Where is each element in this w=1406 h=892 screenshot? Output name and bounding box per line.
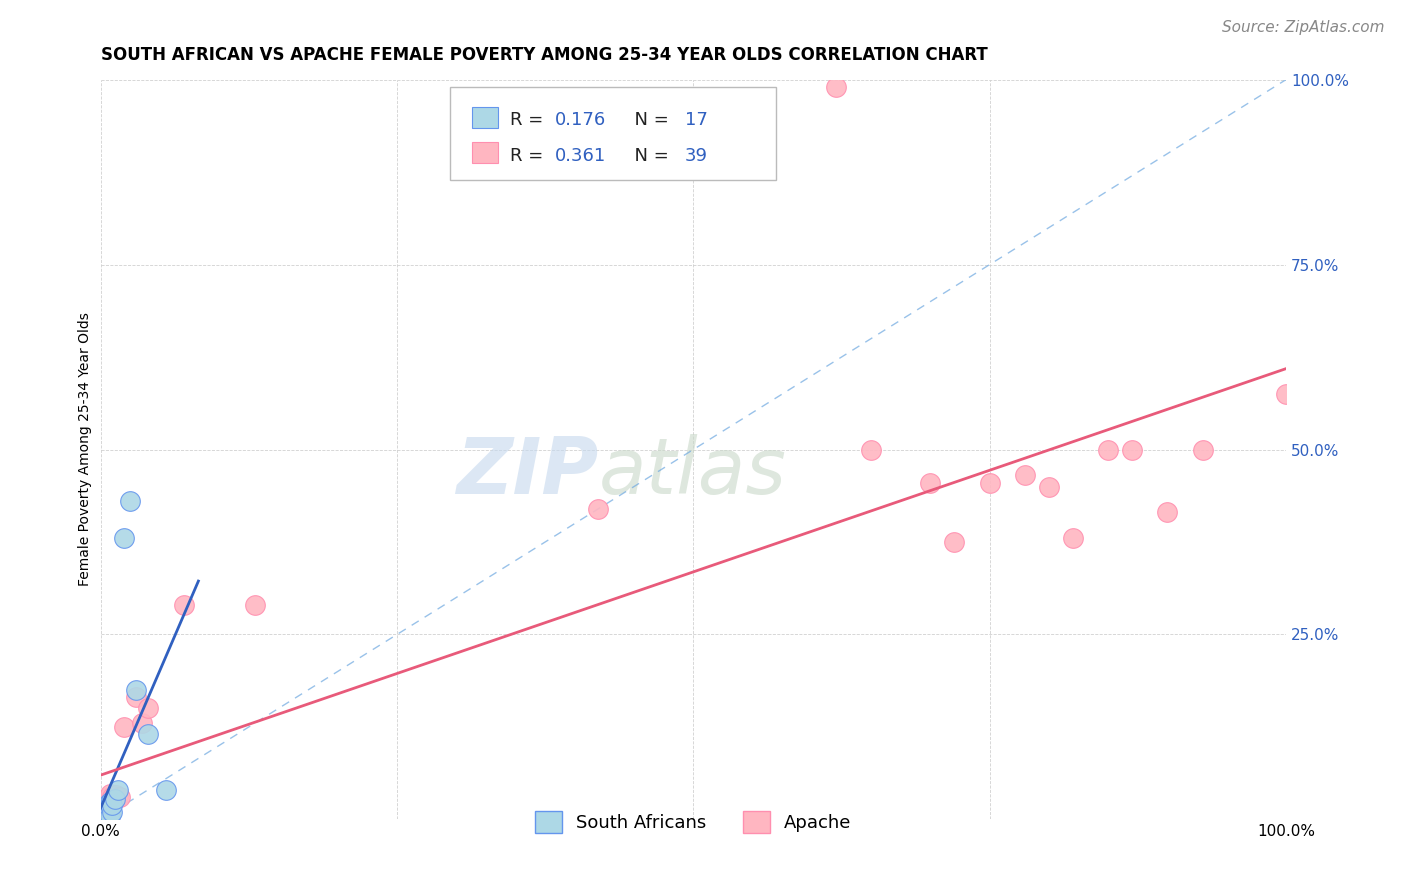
Point [1192, 442, 1215, 457]
Point [101, 790, 124, 805]
Point [94, 806, 117, 821]
Point [125, 690, 148, 705]
Point [1275, 387, 1298, 401]
Point [97, 799, 120, 814]
Point [120, 494, 142, 508]
Point [97, 796, 120, 810]
Point [94, 804, 117, 818]
Point [1156, 505, 1178, 519]
Point [96, 805, 118, 819]
Point [1038, 479, 1060, 493]
Text: Source: ZipAtlas.com: Source: ZipAtlas.com [1222, 20, 1385, 35]
Point [97, 804, 120, 818]
Point [112, 532, 135, 546]
Text: SOUTH AFRICAN VS APACHE FEMALE POVERTY AMONG 25-34 YEAR OLDS CORRELATION CHART: SOUTH AFRICAN VS APACHE FEMALE POVERTY A… [101, 46, 987, 64]
Point [125, 683, 148, 698]
Text: 0.361: 0.361 [554, 147, 606, 165]
Point [943, 535, 966, 549]
Text: N =: N = [623, 112, 675, 129]
Text: 17: 17 [685, 112, 707, 129]
Text: 0.176: 0.176 [554, 112, 606, 129]
Point [98, 806, 121, 821]
Point [94, 801, 117, 815]
Point [93, 809, 115, 823]
Text: R =: R = [509, 112, 548, 129]
Text: 39: 39 [685, 147, 709, 165]
Point [136, 727, 159, 741]
Point [94, 806, 117, 821]
Point [96, 805, 118, 819]
FancyBboxPatch shape [471, 106, 498, 128]
Point [98, 809, 121, 823]
Point [1062, 532, 1084, 546]
Point [824, 80, 846, 95]
Point [136, 701, 159, 715]
Point [173, 598, 195, 612]
Text: ZIP: ZIP [456, 434, 599, 509]
Point [100, 794, 122, 808]
Point [1097, 442, 1119, 457]
Point [1121, 442, 1143, 457]
Point [96, 794, 118, 808]
Y-axis label: Female Poverty Among 25-34 Year Olds: Female Poverty Among 25-34 Year Olds [79, 312, 93, 586]
Legend: South Africans, Apache: South Africans, Apache [524, 800, 862, 844]
FancyBboxPatch shape [471, 142, 498, 163]
Point [97, 799, 120, 814]
Point [155, 782, 177, 797]
Point [97, 803, 120, 817]
Point [131, 716, 153, 731]
Text: atlas: atlas [599, 434, 786, 509]
Point [108, 790, 131, 805]
Point [98, 787, 121, 801]
Point [96, 801, 118, 815]
Point [97, 806, 120, 821]
Point [105, 788, 128, 802]
Point [243, 598, 266, 612]
Point [1014, 468, 1036, 483]
Text: N =: N = [623, 147, 675, 165]
Point [93, 809, 115, 823]
Point [101, 805, 124, 819]
Point [112, 720, 135, 734]
Point [101, 797, 124, 812]
Point [103, 790, 125, 805]
Point [588, 501, 610, 516]
Point [97, 790, 120, 805]
Point [104, 791, 127, 805]
Point [107, 790, 129, 805]
Point [100, 794, 122, 808]
Point [860, 442, 883, 457]
Point [104, 791, 127, 805]
Text: R =: R = [509, 147, 548, 165]
Point [920, 475, 942, 490]
Point [98, 797, 121, 812]
Point [96, 801, 118, 815]
FancyBboxPatch shape [450, 87, 776, 179]
Point [107, 782, 129, 797]
Point [97, 796, 120, 810]
Point [979, 475, 1001, 490]
